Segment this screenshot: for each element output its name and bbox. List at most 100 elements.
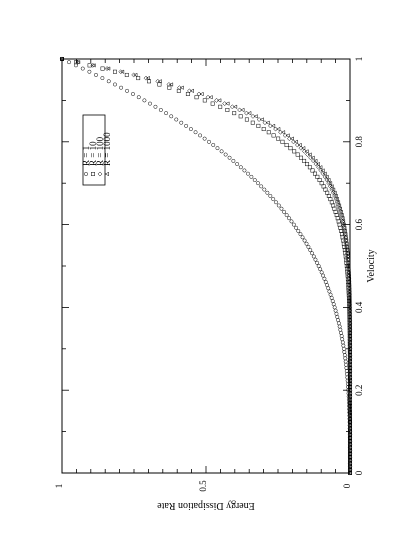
- data-point: [345, 263, 351, 269]
- legend-label-r1000: R = 1000: [102, 132, 112, 166]
- data-point: [347, 308, 353, 313]
- data-point: [166, 82, 172, 87]
- data-point: [347, 419, 352, 425]
- data-point: [169, 114, 174, 119]
- data-point: [316, 264, 321, 268]
- data-point: [333, 196, 339, 202]
- data-point: [319, 270, 324, 275]
- y-tick-label: 0.5: [198, 480, 208, 492]
- data-point: [87, 69, 92, 74]
- data-point: [291, 139, 296, 145]
- data-point: [327, 289, 332, 294]
- data-point: [345, 257, 350, 262]
- data-point: [268, 193, 273, 198]
- data-point: [346, 282, 352, 288]
- data-point: [244, 110, 249, 116]
- axis-ticks: [61, 58, 351, 474]
- data-point: [347, 346, 353, 352]
- data-point: [347, 426, 353, 431]
- data-point: [113, 82, 117, 87]
- data-point: [346, 276, 352, 282]
- data-point: [347, 432, 353, 438]
- data-point: [297, 142, 302, 148]
- data-point: [344, 250, 350, 256]
- data-point: [346, 289, 352, 294]
- data-point: [270, 123, 276, 128]
- data-point: [347, 413, 353, 419]
- data-point: [333, 209, 338, 214]
- data-point: [145, 76, 150, 81]
- data-point: [347, 324, 352, 329]
- data-point: [176, 88, 181, 93]
- data-point: [347, 381, 352, 386]
- data-point: [246, 171, 250, 176]
- data-point: [202, 98, 207, 103]
- data-point: [238, 165, 243, 170]
- data-point: [179, 85, 184, 90]
- data-point: [167, 85, 172, 90]
- data-point: [347, 410, 353, 415]
- data-point: [340, 219, 345, 224]
- data-point: [347, 314, 353, 320]
- data-point: [347, 320, 353, 326]
- data-point: [347, 318, 352, 323]
- legend-box: [82, 114, 106, 186]
- data-point: [347, 403, 353, 409]
- data-point: [347, 406, 353, 412]
- data-point: [227, 155, 232, 160]
- data-point: [288, 146, 293, 151]
- data-point: [210, 101, 215, 106]
- legend: R = 1 R = 10 R = 100 R = 1000: [81, 114, 112, 186]
- data-point: [292, 149, 297, 154]
- data-point: [347, 467, 353, 473]
- data-point: [347, 397, 352, 402]
- data-point: [347, 467, 352, 472]
- data-point: [133, 72, 138, 78]
- data-point: [347, 419, 353, 425]
- data-point: [347, 305, 352, 310]
- data-point: [346, 263, 351, 269]
- data-point: [347, 378, 352, 383]
- data-point: [296, 229, 301, 233]
- data-point: [147, 79, 151, 84]
- data-point: [345, 257, 351, 263]
- data-point: [328, 197, 333, 202]
- data-point: [59, 56, 64, 62]
- legend-label-r100: R = 100: [95, 136, 105, 166]
- data-point: [347, 445, 352, 450]
- data-point: [225, 101, 230, 106]
- data-point: [347, 404, 352, 409]
- data-point: [345, 266, 351, 272]
- data-point: [334, 199, 340, 205]
- data-point: [276, 126, 281, 132]
- data-point: [347, 448, 353, 454]
- y-axis-label: Energy Dissipation Rate: [157, 500, 255, 511]
- data-point: [347, 346, 352, 351]
- data-point: [218, 104, 223, 109]
- legend-marker: [104, 171, 109, 177]
- data-point: [148, 101, 152, 106]
- data-point: [315, 260, 320, 265]
- data-point: [112, 69, 117, 74]
- data-point: [179, 120, 184, 125]
- x-tick-label: 0.8: [354, 136, 364, 148]
- data-point: [259, 184, 264, 189]
- data-point: [347, 461, 352, 466]
- data-point: [208, 95, 213, 100]
- data-point: [347, 413, 352, 418]
- data-point: [347, 454, 352, 460]
- data-point: [347, 410, 352, 415]
- data-point: [347, 423, 352, 428]
- data-point: [344, 244, 349, 250]
- data-point: [90, 62, 96, 68]
- data-point: [347, 298, 352, 304]
- data-point: [336, 321, 341, 326]
- data-point: [305, 162, 310, 167]
- data-point: [75, 59, 81, 65]
- data-point: [335, 203, 341, 208]
- data-point: [332, 305, 337, 310]
- data-point: [338, 327, 343, 332]
- x-tick-label: 0.4: [354, 301, 364, 313]
- series-3: [59, 56, 352, 476]
- data-point: [347, 317, 353, 323]
